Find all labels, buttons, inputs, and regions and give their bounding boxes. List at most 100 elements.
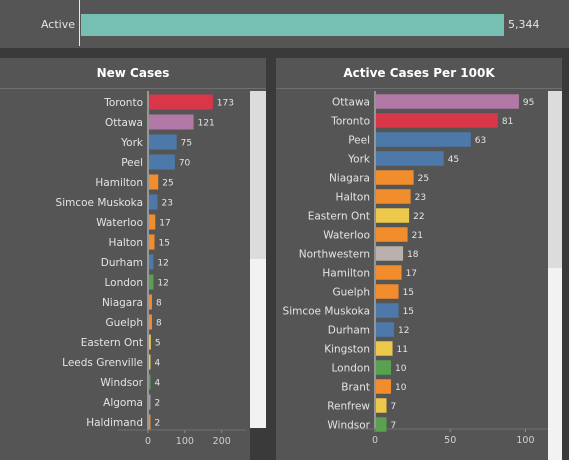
category-label: Algoma — [103, 397, 143, 409]
bar — [376, 227, 408, 242]
x-tick-label: 50 — [444, 435, 456, 446]
bar — [149, 154, 175, 170]
category-label: Ottawa — [332, 97, 370, 109]
x-tick-label: 0 — [145, 436, 151, 447]
category-label: Kingston — [324, 344, 370, 356]
bar — [149, 114, 194, 130]
value-label: 4 — [155, 359, 161, 369]
value-label: 63 — [475, 136, 486, 146]
value-label: 25 — [162, 179, 173, 189]
bar — [376, 341, 393, 356]
category-label: Simcoe Muskoka — [283, 306, 370, 318]
category-label: Guelph — [333, 287, 371, 299]
new-cases-panel: Toronto 173 Ottawa 121 York 75 Peel 70 Hamilton 2… — [0, 58, 266, 460]
bar — [149, 314, 152, 330]
bar — [376, 113, 498, 128]
active-bar[interactable] — [81, 14, 504, 36]
active-per-100k-chart: Ottawa 95 Toronto 81 Peel 63 York 45 Niagara 25 Ha… — [283, 91, 558, 446]
x-tick-label: 100 — [176, 436, 194, 447]
category-label: Halton — [336, 192, 370, 204]
category-label: Hamilton — [322, 268, 370, 280]
bar — [149, 334, 151, 350]
value-label: 7 — [391, 402, 397, 412]
value-label: 45 — [448, 155, 459, 165]
value-label: 70 — [179, 159, 191, 169]
active-per-100k-scroll-thumb[interactable] — [548, 91, 562, 268]
value-label: 22 — [413, 212, 424, 222]
bar — [149, 254, 154, 270]
bar — [376, 303, 399, 318]
category-label: Peel — [348, 135, 370, 147]
active-per-100k-title: Active Cases Per 100K — [276, 58, 562, 89]
value-label: 23 — [161, 199, 172, 209]
bar — [149, 414, 151, 430]
category-label: Brant — [341, 382, 370, 394]
category-label: Toronto — [330, 116, 370, 128]
category-label: Halton — [109, 237, 143, 249]
bar — [149, 194, 158, 210]
value-label: 173 — [217, 99, 234, 109]
value-label: 2 — [155, 399, 161, 409]
category-label: London — [105, 277, 144, 289]
value-label: 15 — [403, 307, 414, 317]
category-label: Niagara — [329, 173, 370, 185]
active-per-100k-panel: Ottawa 95 Toronto 81 Peel 63 York 45 Niagara 25 Ha… — [276, 58, 562, 460]
category-label: Windsor — [100, 377, 143, 389]
value-label: 12 — [398, 326, 409, 336]
new-cases-chart: Toronto 173 Ottawa 121 York 75 Peel 70 Hamilton 2… — [56, 91, 247, 447]
category-label: Leeds Grenville — [62, 357, 143, 369]
category-label: Durham — [328, 325, 370, 337]
category-label: Ottawa — [105, 117, 143, 129]
bar — [376, 151, 444, 166]
bar — [149, 94, 213, 110]
new-cases-scroll-thumb[interactable] — [250, 91, 266, 259]
value-label: 4 — [155, 379, 161, 389]
bar — [149, 234, 155, 250]
value-label: 21 — [412, 231, 423, 241]
bar — [149, 354, 151, 370]
bar — [376, 170, 414, 185]
category-label: York — [347, 154, 371, 166]
value-label: 7 — [391, 421, 397, 431]
category-label: Toronto — [103, 97, 143, 109]
value-label: 18 — [407, 250, 419, 260]
value-label: 17 — [159, 219, 170, 229]
bar — [376, 94, 519, 109]
active-label: Active — [40, 18, 75, 31]
bar — [376, 189, 411, 204]
category-label: Windsor — [327, 420, 370, 432]
value-label: 8 — [156, 319, 162, 329]
value-label: 15 — [159, 239, 170, 249]
bar — [149, 134, 177, 150]
bar — [149, 394, 151, 410]
value-label: 75 — [181, 139, 192, 149]
value-label: 10 — [395, 364, 407, 374]
bar — [376, 284, 399, 299]
value-label: 121 — [198, 119, 215, 129]
category-label: Guelph — [106, 317, 144, 329]
value-label: 25 — [418, 174, 429, 184]
category-label: London — [332, 363, 371, 375]
bar — [376, 208, 410, 223]
bar — [376, 132, 471, 147]
value-label: 81 — [502, 117, 513, 127]
bar — [376, 398, 387, 413]
value-label: 15 — [403, 288, 414, 298]
bar — [376, 246, 404, 261]
value-label: 12 — [157, 259, 168, 269]
value-label: 12 — [157, 279, 168, 289]
category-label: Waterloo — [96, 217, 143, 229]
value-label: 5 — [155, 339, 161, 349]
category-label: Simcoe Muskoka — [56, 197, 143, 209]
category-label: Niagara — [102, 297, 143, 309]
new-cases-title: New Cases — [0, 58, 266, 89]
active-axis-line — [79, 0, 80, 46]
bar — [376, 417, 387, 432]
bar — [149, 374, 151, 390]
category-label: Hamilton — [95, 177, 143, 189]
bar — [376, 360, 392, 375]
category-label: Eastern Ont — [308, 211, 370, 223]
active-total-strip: Active 5,344 — [0, 0, 569, 48]
category-label: Waterloo — [323, 230, 370, 242]
x-tick-label: 100 — [516, 435, 534, 446]
